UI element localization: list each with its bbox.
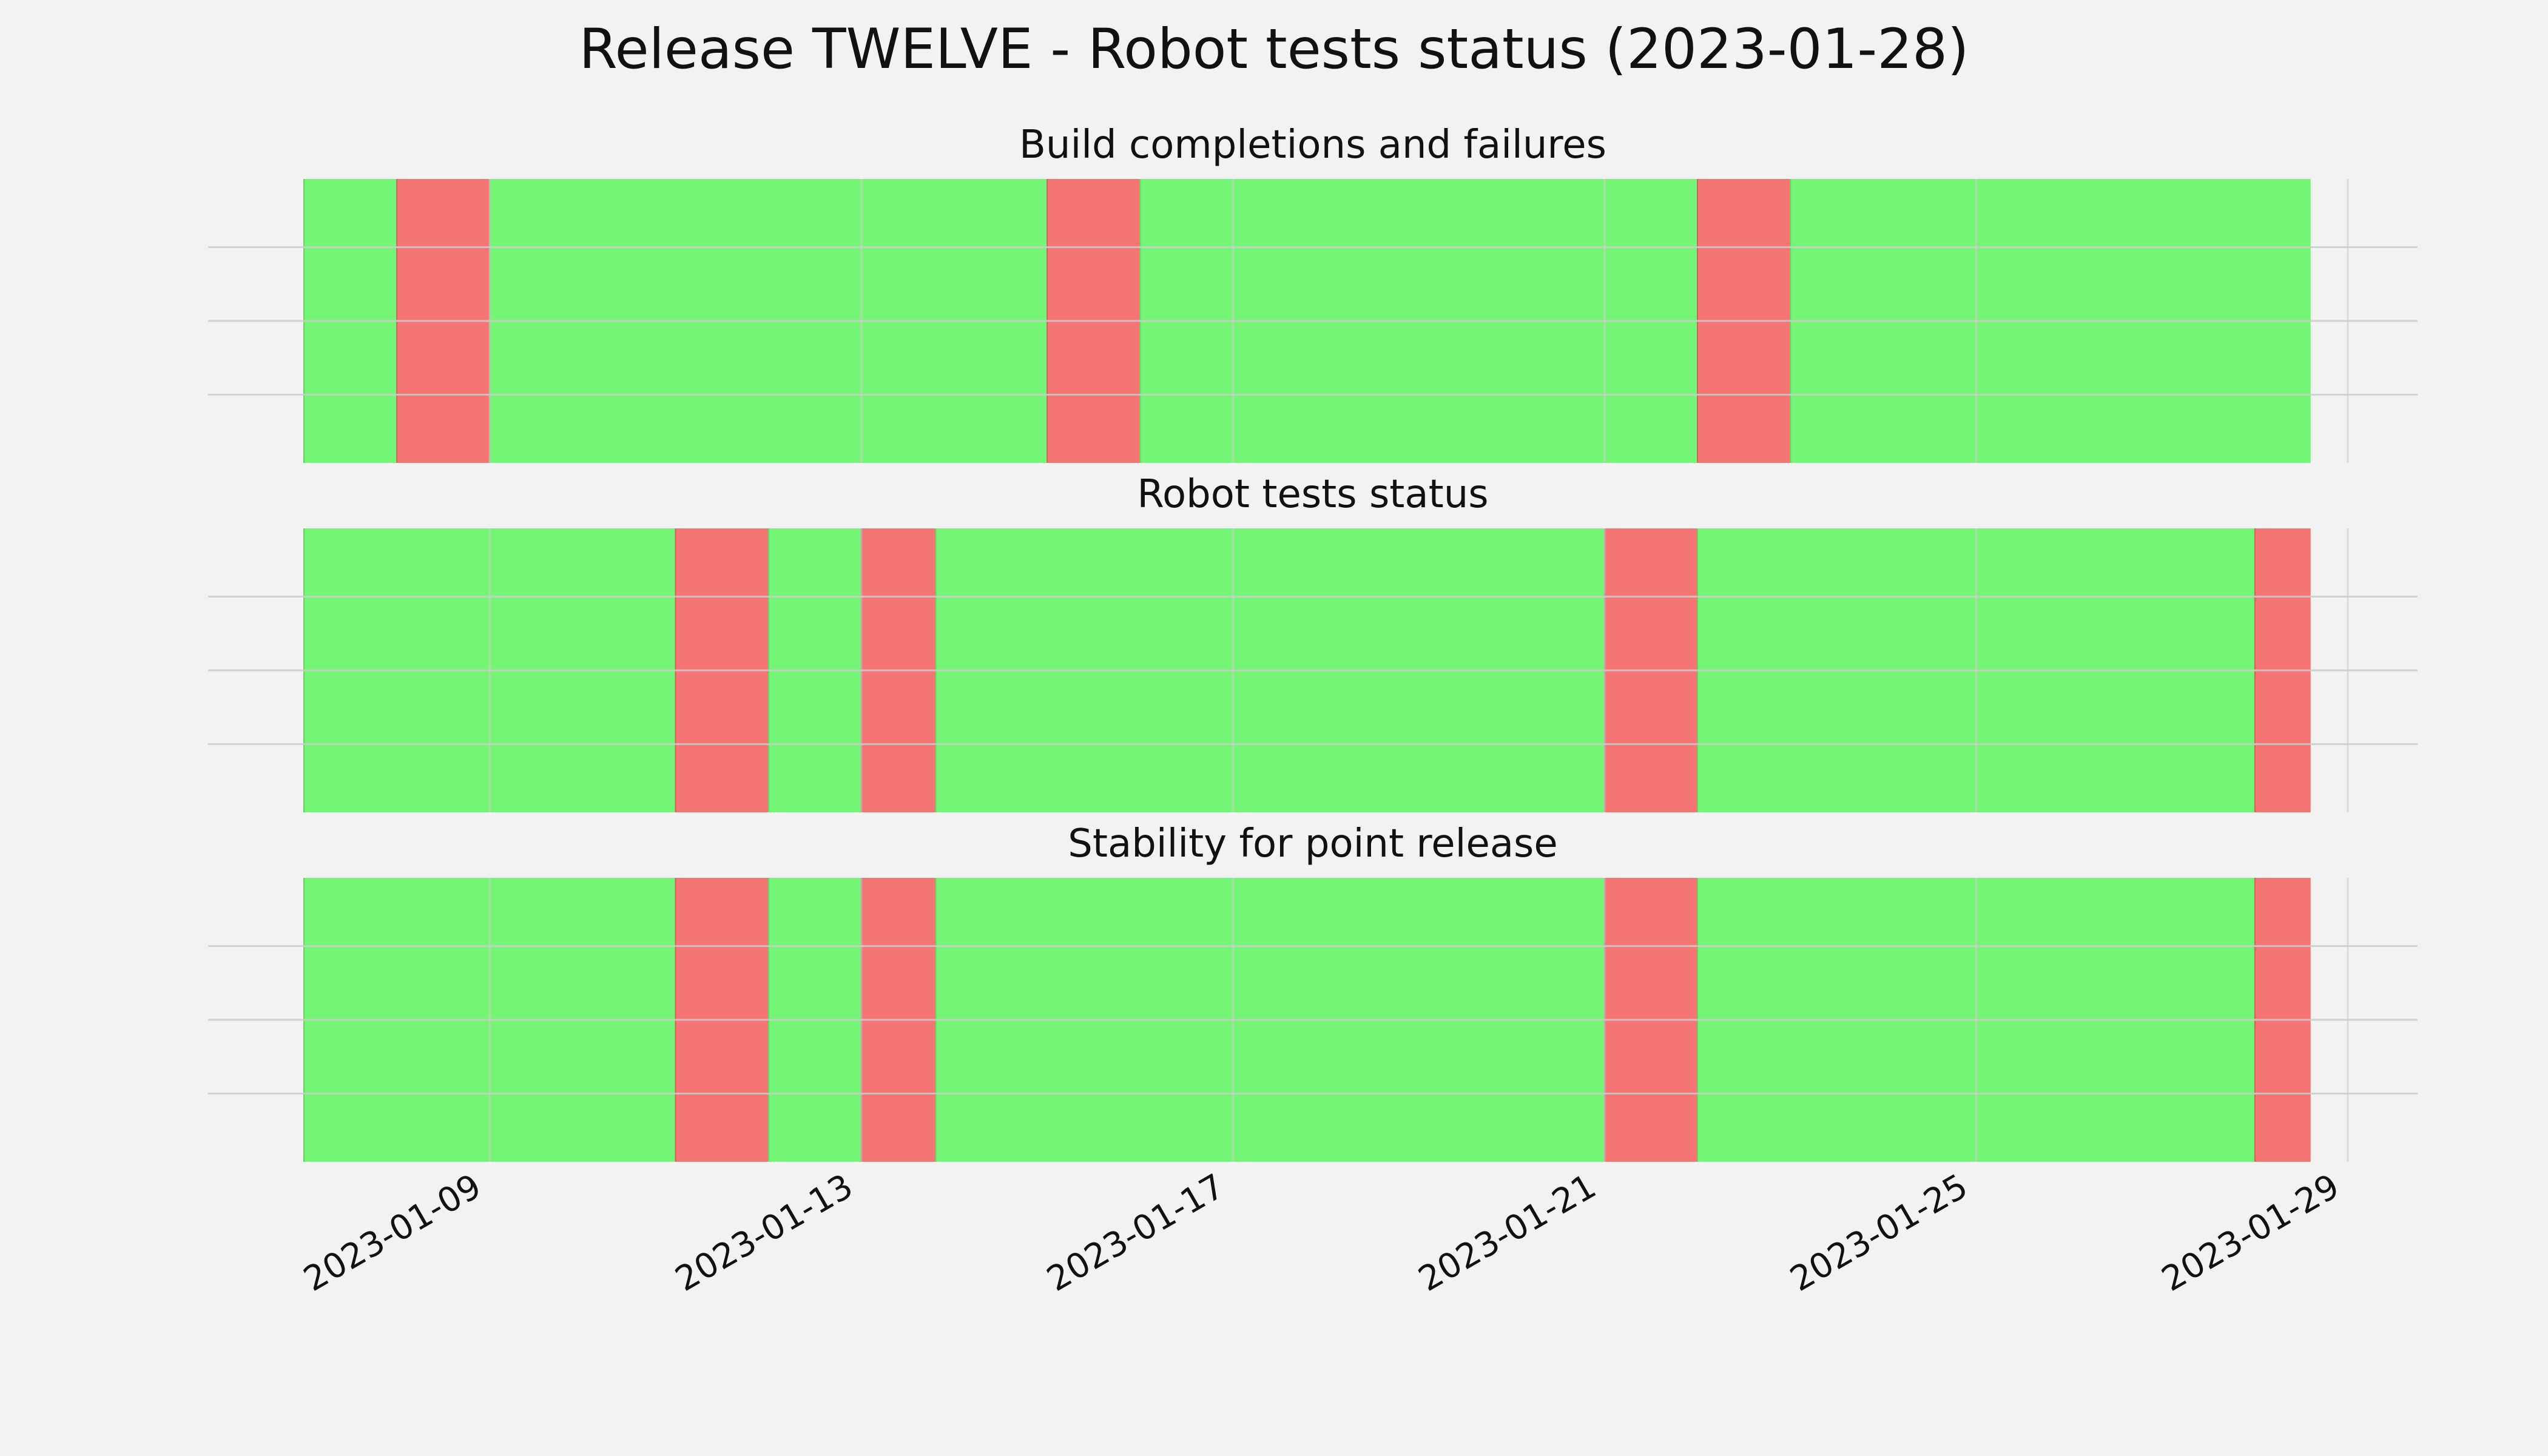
panel-title: Robot tests status bbox=[1137, 472, 1488, 517]
panels-group: Build completions and failures Robot test… bbox=[208, 123, 2418, 1162]
panel-title: Stability for point release bbox=[1068, 821, 1558, 866]
chart-title: Release TWELVE - Robot tests status (202… bbox=[579, 18, 1969, 81]
panel-title: Build completions and failures bbox=[1019, 123, 1606, 167]
